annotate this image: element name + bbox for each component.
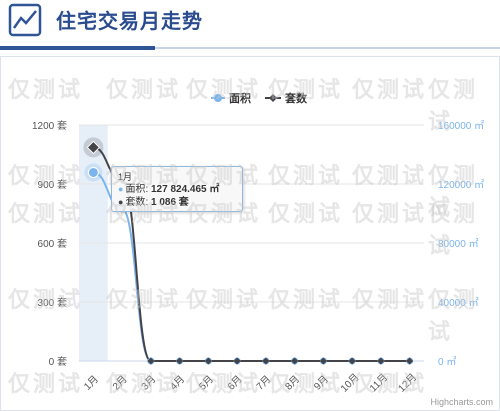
y-left-tick-label: 600 套 [38,237,67,250]
legend-count-symbol [269,94,277,102]
count-point [348,357,356,365]
title-divider [155,47,500,49]
x-tick-label: 3月 [139,373,158,392]
area-series-dot-icon: ● [118,184,124,194]
y-left-tick-label: 900 套 [38,178,67,191]
y-left-tick-label: 1200 套 [32,119,67,132]
page-header: 住宅交易月走势 [0,0,500,52]
count-point [406,357,414,365]
y-right-tick-label: 40000 ㎡ [438,297,479,309]
x-tick-label: 8月 [283,373,302,392]
x-tick-label: 11月 [367,371,390,394]
count-point [291,357,299,365]
x-tick-label: 9月 [312,373,331,392]
count-point [233,357,241,365]
y-right-tick-label: 120000 ㎡ [438,179,484,191]
count-point [262,357,270,365]
x-tick-label: 12月 [396,371,419,394]
count-point [86,140,101,155]
y-left-tick-label: 300 套 [38,296,67,309]
title-underline [0,46,155,50]
x-tick-label: 7月 [254,373,273,392]
chart-panel: 0 套 300 套 600 套 900 套 1200 套 0 ㎡ 40000 ㎡ 80000 … [0,56,500,411]
chart-credit[interactable]: Highcharts.com [430,397,493,407]
legend-item-area: 面积 [229,91,251,105]
tooltip-count-row: ● 套数: 1 086 套 [118,197,189,208]
x-tick-label: 2月 [110,373,129,392]
tooltip-header: 1月 [118,172,133,182]
count-point [204,357,212,365]
x-tick-label: 1月 [82,373,101,392]
count-series-dot-icon: ● [118,197,124,207]
legend-item-count: 套数 [285,91,308,105]
tooltip-count-label: 套数 [125,197,146,208]
y-right-tick-label: 0 ㎡ [438,356,456,368]
y-left-tick-label: 0 套 [49,355,67,368]
y-right-tick-label: 160000 ㎡ [438,120,484,132]
y-right-tick-label: 80000 ㎡ [438,238,479,250]
count-point [147,357,155,365]
x-tick-label: 6月 [225,373,244,392]
count-point [377,357,385,365]
area-point [87,166,99,178]
x-tick-label: 4月 [168,373,187,392]
trend-chart-icon [8,3,42,37]
chart-tooltip: 1月 ● 面积: 127 824.465 ㎡ ● 套数: 1 086 套 [111,166,243,212]
tooltip-area-label: 面积 [125,184,146,195]
tooltip-count-value: 1 086 套 [151,197,189,208]
tooltip-area-row: ● 面积: 127 824.465 ㎡ [118,184,220,195]
chart-canvas[interactable]: 0 套 300 套 600 套 900 套 1200 套 0 ㎡ 40000 ㎡ 80000 … [1,57,499,410]
tooltip-area-value: 127 824.465 ㎡ [151,184,220,195]
page-title: 住宅交易月走势 [56,11,203,33]
x-tick-label: 5月 [197,373,216,392]
x-tick-label: 10月 [338,371,361,394]
count-point [176,357,184,365]
count-point [319,357,327,365]
